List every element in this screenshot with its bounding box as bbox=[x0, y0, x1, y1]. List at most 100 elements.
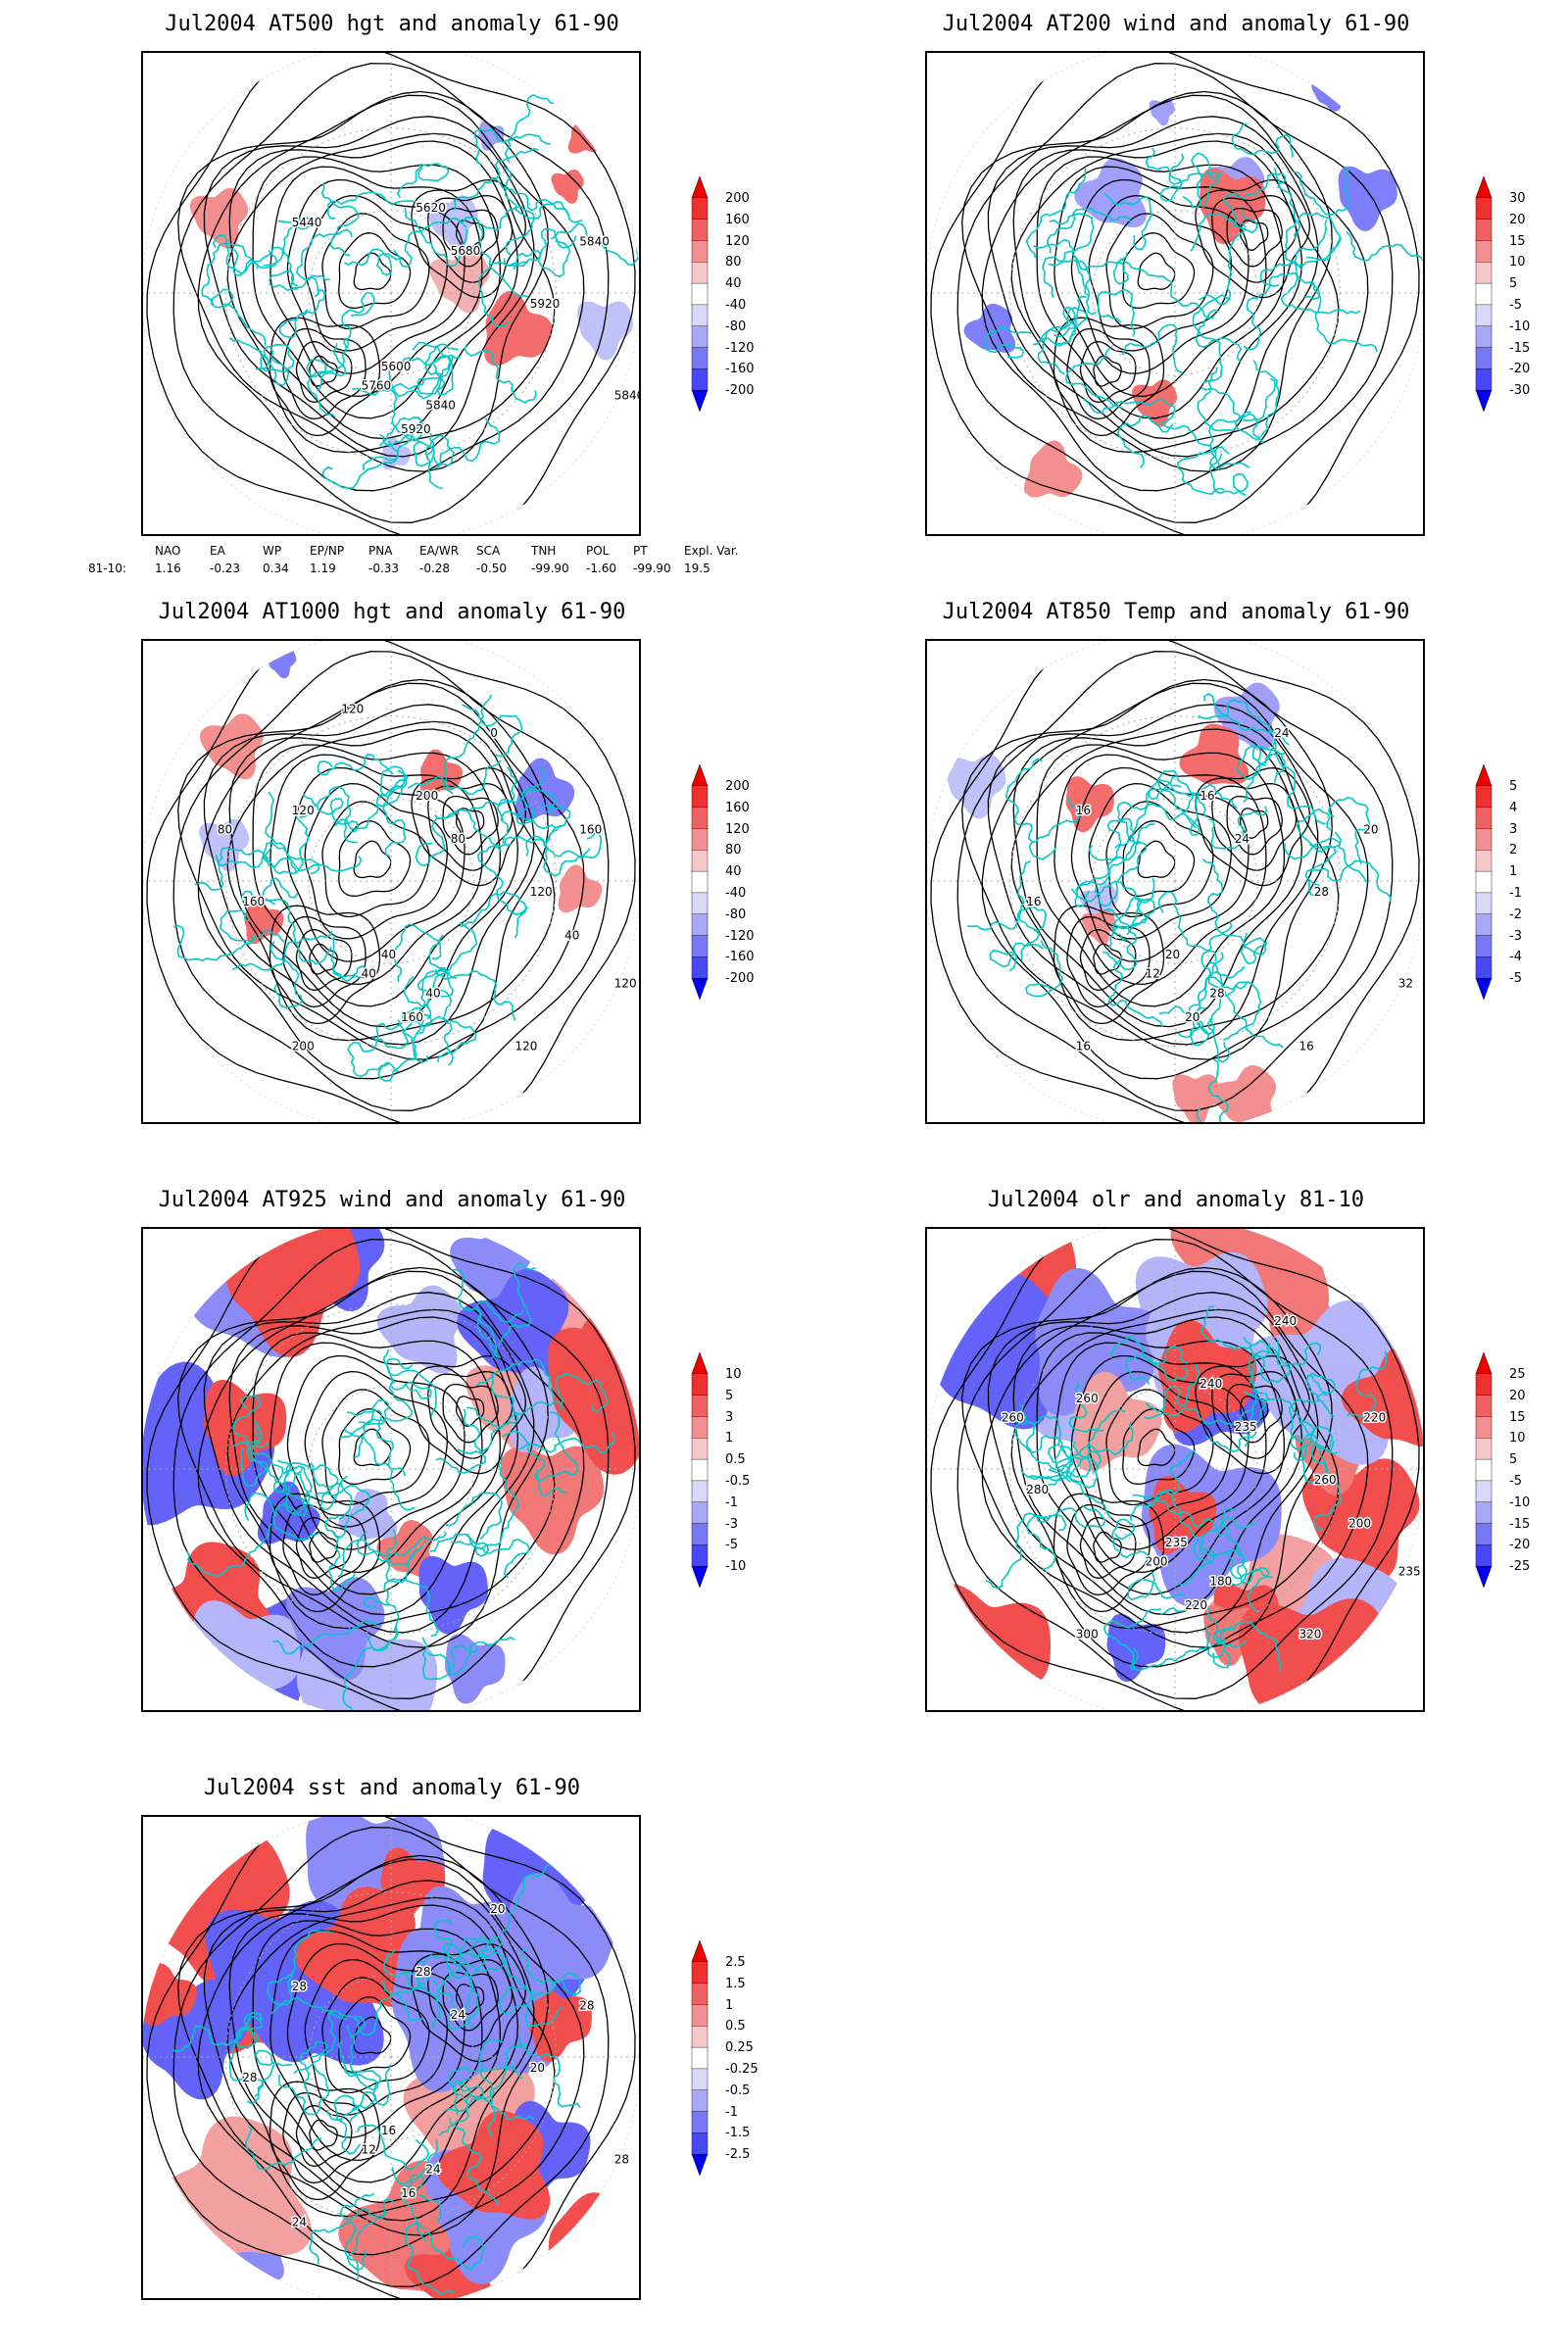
contour-line bbox=[455, 220, 485, 251]
colorbar-tick-label: -20 bbox=[1509, 1538, 1531, 1553]
coastline bbox=[1190, 209, 1258, 252]
contour-line bbox=[1195, 1354, 1310, 1475]
contour-line bbox=[1036, 1332, 1286, 1595]
contour-label: 80 bbox=[218, 822, 232, 836]
colorbar-segment bbox=[691, 1983, 709, 2006]
colorbar-segment bbox=[691, 828, 709, 851]
colorbar-segment bbox=[691, 1373, 709, 1396]
coastline bbox=[1207, 413, 1265, 466]
colorbar-segment bbox=[1475, 913, 1493, 937]
colorbar-tick-label: -15 bbox=[1509, 1516, 1531, 1532]
coastline bbox=[502, 165, 569, 220]
contour-line bbox=[1054, 1342, 1267, 1574]
coastline bbox=[1244, 1343, 1271, 1447]
contour-label: 120 bbox=[530, 885, 553, 899]
contour-line bbox=[1053, 1493, 1165, 1613]
coastline bbox=[460, 891, 527, 939]
contour-label: 235 bbox=[1235, 1420, 1257, 1434]
coastline bbox=[385, 1357, 437, 1417]
coastline bbox=[393, 217, 467, 268]
coastline bbox=[1048, 213, 1095, 267]
coastline bbox=[246, 2049, 293, 2105]
coastline bbox=[533, 1411, 579, 1482]
negative-anomaly bbox=[569, 1059, 610, 1097]
contour-line bbox=[1054, 754, 1267, 986]
coastline bbox=[1048, 1421, 1134, 1474]
coastline bbox=[1032, 306, 1088, 346]
map-content bbox=[143, 53, 639, 534]
contour-label: 180 bbox=[1209, 1574, 1232, 1588]
coastline bbox=[1064, 347, 1123, 409]
contour-lines bbox=[146, 641, 636, 1122]
colorbar-bottom-arrow bbox=[691, 389, 709, 413]
contour-line bbox=[353, 2016, 392, 2055]
coastline bbox=[476, 1299, 525, 1359]
index-header: EA/WR bbox=[419, 544, 460, 558]
coastline bbox=[1208, 453, 1250, 496]
contour-label: 260 bbox=[1076, 1392, 1099, 1405]
contour-label: 16 bbox=[1076, 804, 1091, 817]
contour-line bbox=[987, 1292, 1319, 1634]
polar-map: 120 200 80 160 120 40 40 40 120 160 0 200 160 120 80 40… bbox=[143, 641, 639, 1122]
index-value: -99.90 bbox=[531, 562, 569, 575]
panel-title: Jul2004 AT200 wind and anomaly 61-90 bbox=[942, 12, 1410, 36]
contour-line bbox=[455, 1984, 485, 2015]
colorbar-tick-label: 120 bbox=[725, 233, 750, 249]
colorbar-tick-label: 30 bbox=[1509, 190, 1526, 206]
coastline bbox=[426, 1636, 515, 1676]
contour-line bbox=[338, 1996, 412, 2074]
contour-line bbox=[203, 704, 535, 1046]
contour-label: 280 bbox=[1026, 1483, 1049, 1496]
colorbar-top-arrow bbox=[1475, 175, 1493, 199]
coastline bbox=[1103, 898, 1155, 936]
coastline bbox=[424, 434, 455, 490]
contour-label: 200 bbox=[1146, 1555, 1168, 1569]
coastline bbox=[1146, 1491, 1213, 1564]
contour-line bbox=[269, 905, 381, 1025]
colorbar-segment bbox=[1475, 1501, 1493, 1525]
contour-label: 28 bbox=[614, 2153, 629, 2167]
panel-title: Jul2004 olr and anomaly 81-10 bbox=[987, 1188, 1365, 1212]
coastline bbox=[476, 845, 529, 915]
coastline bbox=[325, 2064, 391, 2122]
coastline bbox=[1243, 1336, 1292, 1384]
contour-line bbox=[203, 116, 535, 458]
contour-label: 320 bbox=[1299, 1627, 1322, 1641]
contour-label: 40 bbox=[381, 948, 396, 961]
coastline bbox=[228, 2027, 265, 2098]
index-value: 0.34 bbox=[263, 562, 289, 575]
map-content bbox=[143, 641, 639, 1122]
colorbar-tick-label: -120 bbox=[725, 340, 755, 356]
colorbar-segment bbox=[1475, 240, 1493, 263]
colorbar-tick-label: 5 bbox=[1509, 276, 1518, 292]
coastline bbox=[459, 1936, 506, 1973]
contour-line bbox=[309, 1531, 338, 1563]
lat-lon-grid bbox=[927, 1229, 1423, 1710]
coastline bbox=[271, 1459, 313, 1519]
coastline bbox=[1346, 1350, 1388, 1419]
contour-label: 20 bbox=[1363, 822, 1378, 836]
contour-line bbox=[282, 2091, 367, 2184]
coastline bbox=[391, 923, 442, 982]
coastline bbox=[466, 1373, 519, 1428]
coastline bbox=[319, 1475, 353, 1521]
colorbar-segment bbox=[691, 2026, 709, 2048]
contour-label: 16 bbox=[1076, 1039, 1091, 1053]
coastline bbox=[382, 1348, 432, 1399]
colorbar-segment bbox=[1475, 197, 1493, 220]
colorbar-segment bbox=[1475, 1438, 1493, 1460]
polar-map bbox=[927, 53, 1423, 534]
colorbar-tick-label: -0.5 bbox=[725, 1473, 751, 1489]
contour-label: 28 bbox=[1314, 885, 1329, 899]
colorbar-tick-label: -1 bbox=[725, 2104, 738, 2120]
coastline bbox=[1119, 257, 1214, 319]
coastline bbox=[228, 336, 290, 387]
coastline bbox=[339, 1380, 414, 1439]
contour-line bbox=[177, 90, 549, 472]
coastline bbox=[496, 763, 546, 847]
colorbar-segment bbox=[691, 2046, 709, 2070]
coastline bbox=[1094, 839, 1148, 907]
colorbar-tick-label: 2 bbox=[1509, 843, 1518, 858]
coastline bbox=[1222, 1517, 1255, 1587]
coastline bbox=[1294, 212, 1342, 262]
